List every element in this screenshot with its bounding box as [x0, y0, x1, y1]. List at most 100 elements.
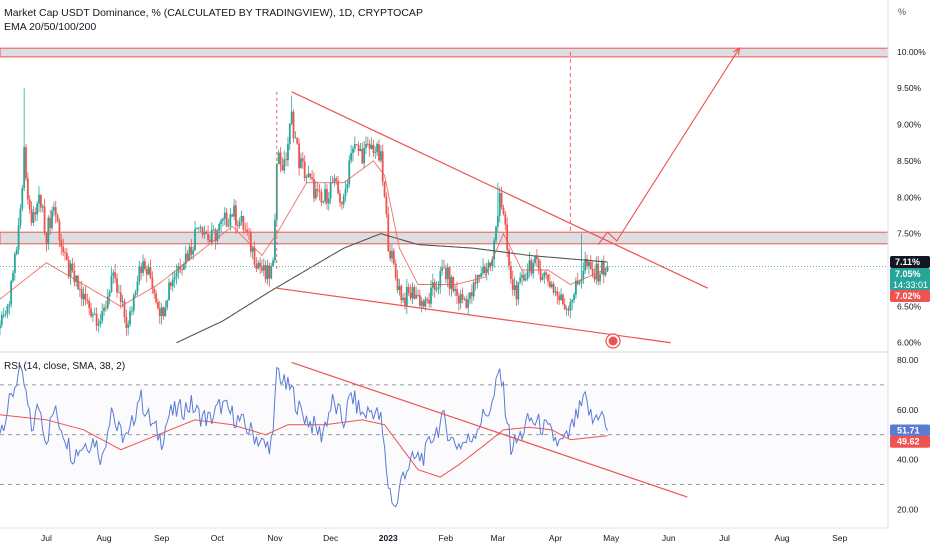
candle-body	[428, 299, 431, 304]
candle	[249, 228, 252, 257]
candle	[565, 305, 568, 316]
rsi-badge-label: 51.71	[897, 425, 920, 435]
candle	[93, 307, 96, 316]
candle-body	[162, 307, 165, 317]
candle	[409, 284, 412, 301]
candle-body	[110, 275, 113, 293]
candle-body	[287, 144, 289, 161]
candle	[320, 188, 323, 207]
candle-body	[534, 256, 536, 264]
candle	[391, 243, 393, 263]
candle	[34, 207, 37, 222]
candle	[117, 284, 120, 294]
candle	[301, 151, 304, 169]
candle-body	[73, 270, 76, 283]
candle-body	[19, 208, 22, 226]
candle	[84, 285, 87, 306]
candle	[201, 226, 204, 239]
candle-body	[144, 261, 146, 269]
candle-body	[30, 208, 33, 223]
candle-body	[582, 270, 585, 280]
time-tick-label: Dec	[323, 533, 339, 543]
candle	[73, 262, 76, 287]
candle	[151, 271, 154, 294]
candle	[2, 307, 5, 319]
rsi-tick-label: 20.00	[897, 505, 919, 515]
candle-body	[203, 232, 206, 235]
candle	[194, 220, 196, 252]
candle-body	[23, 147, 26, 188]
candle	[420, 296, 423, 313]
candle-body	[357, 144, 360, 152]
candle	[545, 270, 548, 280]
candle-body	[361, 148, 364, 164]
time-tick-label: Mar	[491, 533, 506, 543]
candle-body	[370, 144, 373, 149]
candle	[173, 270, 176, 288]
candle-body	[409, 292, 412, 299]
candle	[270, 263, 273, 280]
candle	[502, 204, 505, 216]
candle-body	[84, 293, 87, 301]
candle	[95, 307, 98, 331]
candle-body	[329, 182, 332, 199]
price-badge-label: 7.05%	[895, 269, 921, 279]
candle	[32, 205, 35, 226]
price-tick-label: 9.00%	[897, 120, 922, 130]
candle	[222, 217, 224, 227]
candle-body	[521, 274, 523, 278]
price-tick-label: 8.50%	[897, 156, 922, 166]
candle-body	[515, 285, 518, 300]
candle-body	[41, 206, 44, 208]
candle-body	[210, 229, 213, 243]
candle	[255, 257, 258, 273]
candle	[355, 144, 358, 146]
candle	[560, 288, 562, 301]
candle-body	[123, 301, 126, 318]
candle-body	[277, 152, 280, 164]
rsi-band	[0, 385, 888, 485]
candle	[214, 227, 217, 250]
candle	[147, 263, 150, 276]
candle-body	[344, 188, 347, 197]
candle-body	[244, 229, 247, 231]
candle	[353, 136, 356, 153]
candle-body	[2, 314, 5, 316]
candle-body	[279, 152, 282, 165]
candle	[313, 172, 315, 203]
candle	[307, 165, 310, 179]
candle	[561, 293, 564, 306]
candle-body	[60, 240, 63, 247]
candle	[368, 139, 371, 157]
candle	[21, 185, 24, 212]
candle-body	[51, 210, 53, 229]
candle-body	[599, 274, 601, 282]
candle-body	[543, 272, 546, 278]
candle	[303, 155, 306, 182]
candle	[227, 218, 230, 228]
candle	[106, 288, 109, 310]
price-badge	[890, 290, 930, 302]
candle-body	[420, 301, 423, 306]
candle	[205, 229, 208, 235]
candle	[225, 208, 228, 228]
resistance-zone-2	[0, 231, 889, 245]
candle-body	[132, 295, 135, 311]
candle-body	[470, 292, 473, 297]
candle-body	[461, 294, 464, 300]
candle	[290, 95, 293, 126]
candle	[209, 234, 211, 243]
candle-body	[86, 300, 89, 302]
candle-body	[415, 294, 418, 299]
candle	[467, 293, 470, 316]
candle	[199, 224, 202, 233]
candle	[58, 218, 61, 247]
time-tick-label: Jun	[662, 533, 676, 543]
candle-body	[177, 266, 180, 273]
candle	[339, 189, 341, 207]
candle	[162, 306, 165, 320]
price-tick-label: 6.00%	[897, 338, 922, 348]
candle-body	[242, 215, 245, 230]
candle-body	[82, 293, 85, 300]
